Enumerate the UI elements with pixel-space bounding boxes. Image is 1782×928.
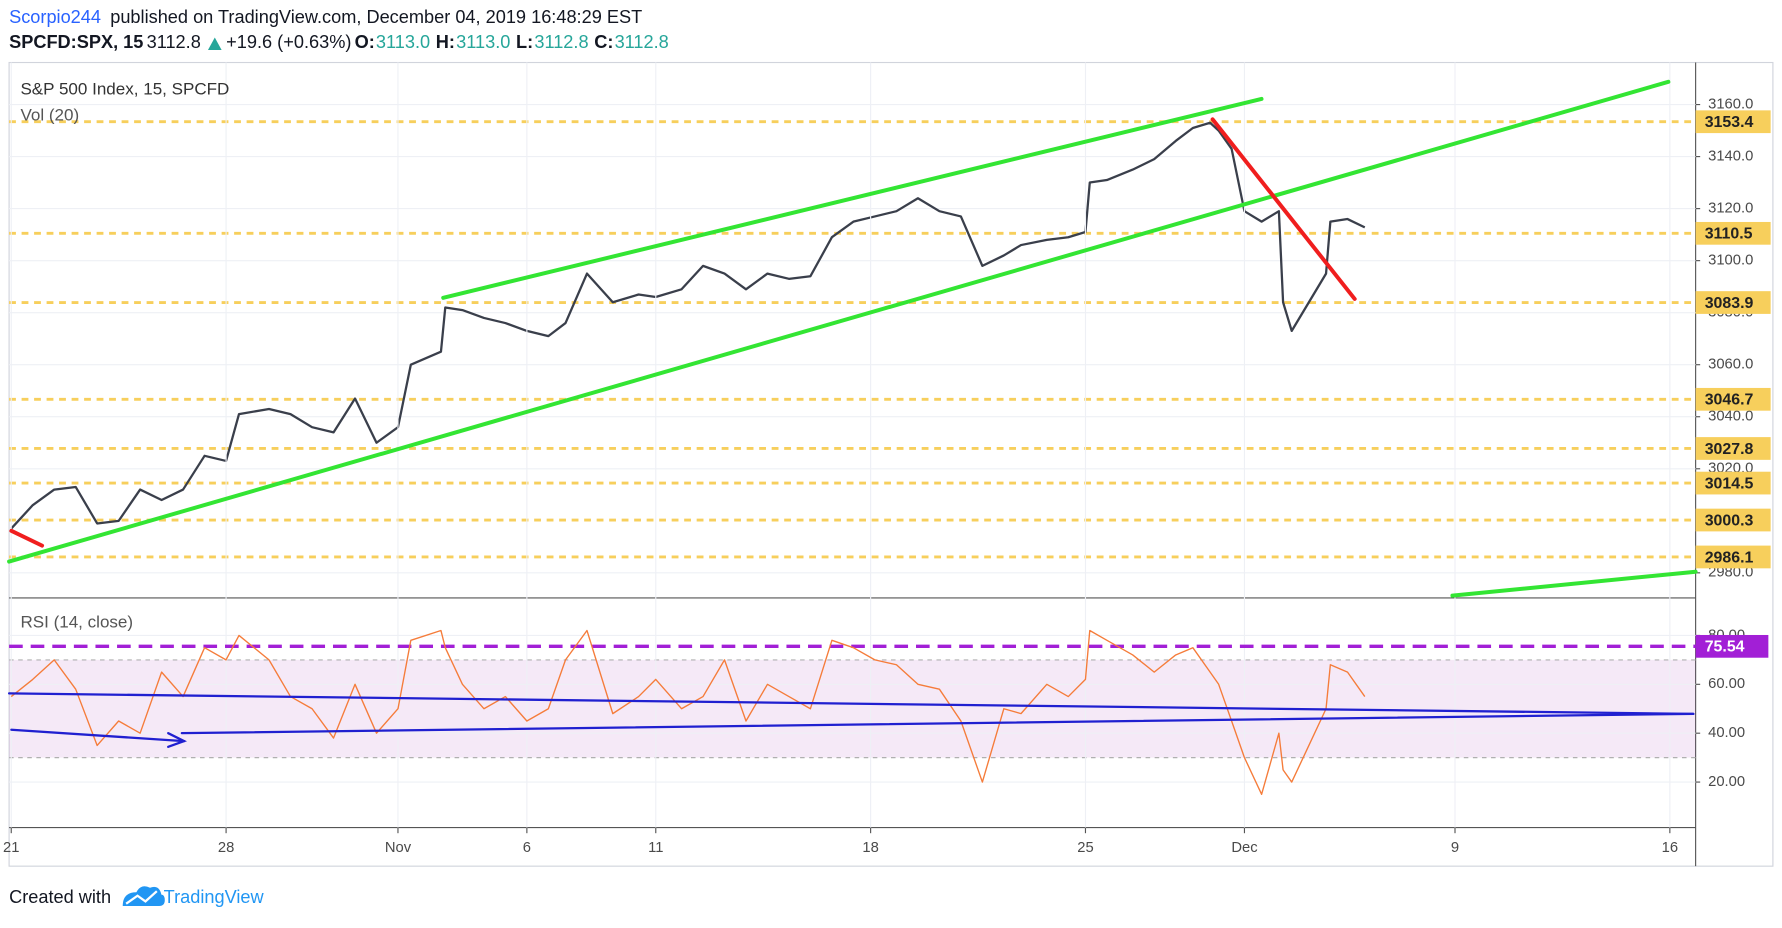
level-label: 3014.5: [1705, 475, 1754, 492]
ohlc-label: L:: [516, 32, 533, 52]
footer-created: Created with: [9, 887, 111, 907]
arrow-line[interactable]: [10, 728, 186, 743]
ohlc-value: 3112.8: [534, 32, 588, 52]
level-label-box: [1695, 221, 1771, 245]
label-layer: 3153.4 3110.5 3083.9 3046.7 3027.8 3014.5 3000…: [1695, 110, 1771, 658]
x-tick-label: Dec: [1231, 840, 1257, 856]
y-tick-label: 2980.0: [1708, 565, 1753, 581]
x-tick-label: 6: [523, 840, 531, 856]
rsi-band: [9, 659, 1696, 758]
plot-layer: 3160.03140.03120.03100.03080.03060.03040…: [3, 62, 1753, 856]
trendline[interactable]: [180, 712, 1695, 735]
tv-logo: [122, 886, 165, 906]
y-tick-label: 20.00: [1708, 774, 1745, 790]
y-tick-label: 3100.0: [1708, 253, 1753, 269]
change: +19.6 (+0.63%): [226, 32, 351, 52]
level-label: 3083.9: [1705, 295, 1754, 312]
level-label-box: [1695, 508, 1771, 532]
trendline[interactable]: [1210, 117, 1357, 301]
y-tick-label: 3140.0: [1708, 148, 1753, 164]
trendline[interactable]: [7, 79, 1671, 564]
arrow-head: [167, 732, 188, 748]
frame: [8, 61, 1774, 867]
x-tick-label: 25: [1077, 840, 1093, 856]
rsi-level-box: [1695, 634, 1769, 658]
up-arrow: [207, 37, 222, 51]
rsi-title: RSI (14, close): [20, 612, 133, 631]
x-tick-label: 21: [3, 840, 19, 856]
level-label: 2986.1: [1705, 549, 1754, 566]
level-label-box: [1695, 545, 1771, 569]
series-line: [10, 121, 1366, 530]
symbol: SPCFD:SPX, 15: [9, 32, 143, 52]
level-label: 3000.3: [1705, 512, 1754, 529]
ohlc-label: O:: [355, 32, 375, 52]
x-tick-label: 28: [218, 840, 234, 856]
y-tick-label: 3120.0: [1708, 201, 1753, 217]
x-tick-label: 18: [862, 840, 878, 856]
y-tick-label: 60.00: [1708, 676, 1745, 692]
level-label-box: [1695, 471, 1771, 495]
ohlc-value: 3113.0: [456, 32, 510, 52]
series-line: [10, 629, 1366, 796]
trendline[interactable]: [1450, 569, 1698, 598]
x-tick-label: 11: [648, 840, 663, 856]
level-label-box: [1695, 437, 1771, 460]
rsi-level-label: 75.54: [1705, 639, 1745, 656]
level-label: 3046.7: [1705, 392, 1754, 409]
last-price: 3112.8: [147, 32, 201, 52]
ohlc: O: 3113.0 H: 3113.0 L: 3112.8 C: 3112.8: [355, 32, 669, 52]
level-label-box: [1695, 387, 1771, 411]
x-tick-label: 16: [1662, 840, 1678, 856]
y-tick-label: 3160.0: [1708, 96, 1753, 112]
header-publisher[interactable]: Scorpio244: [9, 7, 101, 27]
header-published: published on TradingView.com, December 0…: [110, 7, 642, 27]
level-label-box: [1695, 110, 1771, 134]
level-label: 3027.8: [1705, 441, 1754, 458]
footer-brand[interactable]: TradingView: [164, 887, 265, 907]
level-label: 3110.5: [1705, 226, 1753, 243]
pane-title: S&P 500 Index, 15, SPCFD: [20, 79, 229, 98]
y-tick-label: 3060.0: [1708, 357, 1753, 373]
y-tick-label: 3040.0: [1708, 409, 1753, 425]
ohlc-value: 3113.0: [376, 32, 430, 52]
ohlc-value: 3112.8: [615, 32, 669, 52]
drawings: [7, 79, 1698, 748]
y-tick-label: 40.00: [1708, 725, 1745, 741]
trendline[interactable]: [7, 692, 1695, 715]
ohlc-label: C:: [594, 32, 613, 52]
trendline[interactable]: [9, 528, 45, 548]
trendline[interactable]: [441, 96, 1264, 300]
x-tick-label: 9: [1451, 840, 1459, 856]
level-label-box: [1695, 291, 1771, 314]
ohlc-label: H:: [436, 32, 455, 52]
pane-subtitle: Vol (20): [20, 105, 79, 124]
level-label: 3153.4: [1705, 114, 1754, 131]
x-tick-label: Nov: [385, 840, 412, 856]
